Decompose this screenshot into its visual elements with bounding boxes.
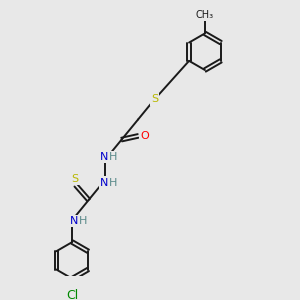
Text: H: H <box>79 216 87 226</box>
Text: S: S <box>151 94 158 104</box>
Text: O: O <box>140 131 149 141</box>
Text: H: H <box>109 152 118 162</box>
Text: N: N <box>100 178 108 188</box>
Text: CH₃: CH₃ <box>196 10 214 20</box>
Text: Cl: Cl <box>66 289 78 300</box>
Text: H: H <box>109 178 118 188</box>
Text: S: S <box>71 174 79 184</box>
Text: N: N <box>70 216 78 226</box>
Text: N: N <box>100 152 108 162</box>
